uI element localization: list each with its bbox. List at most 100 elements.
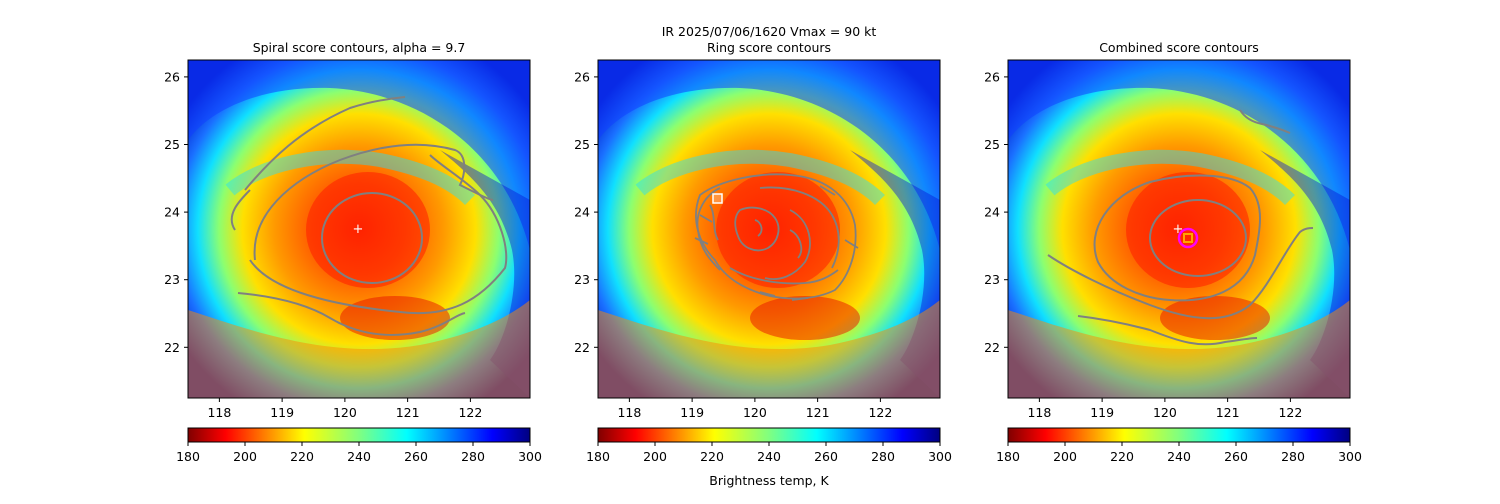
panel-title: Spiral score contours, alpha = 9.7 <box>253 40 466 55</box>
panel-combined: Combined score contours + 118 119 120 121 12… <box>984 40 1362 464</box>
x-tick-label: 120 <box>1153 405 1177 420</box>
y-tick-label: 22 <box>574 340 590 355</box>
x-tick-label: 118 <box>207 405 231 420</box>
colorbar-ticks: 180 200 220 240 260 280 300 <box>176 442 542 464</box>
y-tick-label: 22 <box>984 340 1000 355</box>
y-axis: 22 23 24 25 26 <box>164 69 188 355</box>
y-tick-label: 26 <box>574 69 590 84</box>
panel-spiral: Spiral score contours, alpha = 9.7 + 118… <box>164 40 542 464</box>
panel-title: Ring score contours <box>707 40 831 55</box>
plot-frame <box>1007 59 1351 399</box>
colorbar-tick-label: 240 <box>1167 449 1191 464</box>
warm-inflow-band <box>1008 300 1350 398</box>
colorbar-tick-label: 280 <box>461 449 485 464</box>
score-contours <box>1047 109 1314 346</box>
contour-ring-inner <box>734 206 803 259</box>
x-tick-label: 120 <box>743 405 767 420</box>
contour-ring-east <box>759 185 859 280</box>
colorbar-tick-label: 220 <box>290 449 314 464</box>
contour-spiral-outer <box>253 143 494 261</box>
center-marker <box>712 193 723 204</box>
colorbar-tick-label: 260 <box>404 449 428 464</box>
x-tick-label: 121 <box>396 405 420 420</box>
ir-image <box>598 60 940 398</box>
colorbar-tick-label: 300 <box>518 449 542 464</box>
y-tick-label: 23 <box>984 272 1000 287</box>
y-tick-label: 25 <box>984 137 1000 152</box>
x-axis: 118 119 120 121 122 <box>1027 398 1302 420</box>
cold-cloud-tops <box>340 296 450 340</box>
contour-spiral-mid <box>244 96 406 191</box>
colorbar-tick-label: 300 <box>1338 449 1362 464</box>
contour-northeast <box>1239 109 1291 134</box>
x-tick-label: 119 <box>680 405 704 420</box>
x-tick-label: 121 <box>806 405 830 420</box>
contour-south <box>237 292 466 336</box>
y-tick-label: 23 <box>574 272 590 287</box>
x-tick-label: 122 <box>868 405 892 420</box>
outer-cold-band <box>598 60 940 250</box>
y-tick-label: 24 <box>984 205 1000 220</box>
x-tick-label: 121 <box>1216 405 1240 420</box>
colorbar-tick-label: 180 <box>586 449 610 464</box>
colorbar-ticks: 180 200 220 240 260 280 300 <box>586 442 952 464</box>
colorbar <box>187 427 531 443</box>
colorbar <box>597 427 941 443</box>
colorbar-label: Brightness temp, K <box>709 473 829 488</box>
panel-title: Combined score contours <box>1099 40 1259 55</box>
y-tick-label: 24 <box>574 205 590 220</box>
warm-inflow-band <box>598 300 940 398</box>
x-axis: 118 119 120 121 122 <box>617 398 892 420</box>
x-tick-label: 118 <box>1027 405 1051 420</box>
contour-inner <box>321 192 423 284</box>
plot-frame <box>187 59 531 399</box>
contour-ring-south <box>729 267 839 301</box>
y-tick-label: 26 <box>164 69 180 84</box>
x-tick-label: 118 <box>617 405 641 420</box>
colorbar-tick-label: 200 <box>233 449 257 464</box>
x-tick-label: 120 <box>333 405 357 420</box>
contour-ring-west <box>694 187 721 271</box>
y-tick-label: 26 <box>984 69 1000 84</box>
colorbar-tick-label: 280 <box>871 449 895 464</box>
contour-outer-ring <box>1093 174 1261 302</box>
outer-cold-band <box>188 60 530 250</box>
contour-inner <box>1149 199 1247 277</box>
panel-ring: Ring score contours 118 119 120 121 122 22 23… <box>574 40 952 488</box>
colorbar-tick-label: 180 <box>176 449 200 464</box>
figure-suptitle: IR 2025/07/06/1620 Vmax = 90 kt <box>662 24 877 39</box>
contour-spiral-tail <box>249 154 508 315</box>
contour-ring-outer <box>695 173 857 300</box>
colorbar-tick-label: 280 <box>1281 449 1305 464</box>
convective-band <box>635 149 885 206</box>
x-axis: 118 119 120 121 122 <box>207 398 482 420</box>
contour-south <box>1077 315 1258 346</box>
colorbar-tick-label: 240 <box>757 449 781 464</box>
colorbar-tick-label: 260 <box>814 449 838 464</box>
y-tick-label: 25 <box>164 137 180 152</box>
colorbar-tick-label: 220 <box>1110 449 1134 464</box>
colorbar-tick-label: 200 <box>643 449 667 464</box>
y-tick-label: 25 <box>574 137 590 152</box>
center-marker: + <box>353 222 364 237</box>
y-tick-label: 22 <box>164 340 180 355</box>
x-tick-label: 122 <box>458 405 482 420</box>
contour-spiral <box>1047 227 1314 320</box>
score-contours <box>230 96 508 336</box>
warm-inflow-band <box>188 300 530 398</box>
contour-spiral-trail <box>230 189 251 231</box>
x-tick-label: 119 <box>1090 405 1114 420</box>
combined-center-ring <box>1177 227 1199 249</box>
colorbar-tick-label: 220 <box>700 449 724 464</box>
y-tick-label: 23 <box>164 272 180 287</box>
colorbar-tick-label: 200 <box>1053 449 1077 464</box>
center-marker: + <box>1173 222 1184 237</box>
outer-cold-band <box>1008 60 1350 250</box>
colorbar-tick-label: 180 <box>996 449 1020 464</box>
colorbar-tick-label: 300 <box>928 449 952 464</box>
colorbar-ticks: 180 200 220 240 260 280 300 <box>996 442 1362 464</box>
y-axis: 22 23 24 25 26 <box>984 69 1008 355</box>
x-tick-label: 122 <box>1278 405 1302 420</box>
y-tick-label: 24 <box>164 205 180 220</box>
